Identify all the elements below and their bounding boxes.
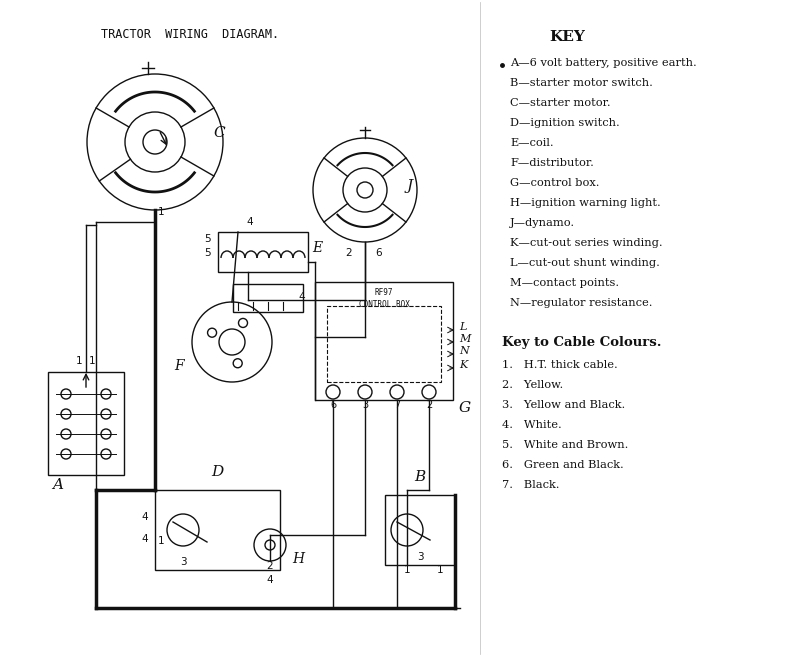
Circle shape bbox=[61, 429, 71, 439]
Text: H: H bbox=[292, 552, 304, 566]
Text: J—dynamo.: J—dynamo. bbox=[510, 218, 575, 228]
Text: M: M bbox=[459, 334, 471, 344]
Text: 4: 4 bbox=[142, 534, 148, 544]
Text: 7.   Black.: 7. Black. bbox=[502, 480, 560, 490]
Text: 2: 2 bbox=[426, 400, 432, 410]
Text: 1: 1 bbox=[436, 565, 444, 575]
Text: 5.   White and Brown.: 5. White and Brown. bbox=[502, 440, 629, 450]
Bar bbox=[385, 495, 455, 565]
Text: 1: 1 bbox=[89, 356, 95, 366]
Text: 4: 4 bbox=[298, 292, 305, 302]
Text: L: L bbox=[459, 322, 467, 332]
Bar bbox=[315, 282, 453, 400]
Text: B: B bbox=[415, 470, 426, 484]
Text: 1: 1 bbox=[76, 356, 83, 366]
Text: 4: 4 bbox=[142, 512, 148, 522]
Circle shape bbox=[101, 389, 111, 399]
Text: G: G bbox=[459, 401, 471, 415]
Text: K—cut-out series winding.: K—cut-out series winding. bbox=[510, 238, 662, 248]
Text: 5: 5 bbox=[204, 248, 211, 258]
Text: 5: 5 bbox=[204, 234, 211, 244]
Text: C—starter motor.: C—starter motor. bbox=[510, 98, 610, 108]
Text: 1: 1 bbox=[158, 536, 164, 546]
Text: L—cut-out shunt winding.: L—cut-out shunt winding. bbox=[510, 258, 660, 268]
Text: A: A bbox=[52, 478, 63, 492]
Text: D—ignition switch.: D—ignition switch. bbox=[510, 118, 620, 128]
Bar bbox=[218, 232, 308, 272]
Text: K: K bbox=[459, 360, 468, 370]
Text: 1.   H.T. thick cable.: 1. H.T. thick cable. bbox=[502, 360, 618, 370]
Text: 3: 3 bbox=[362, 400, 368, 410]
Text: 1: 1 bbox=[158, 207, 164, 217]
Text: 4: 4 bbox=[267, 575, 273, 585]
Circle shape bbox=[61, 409, 71, 419]
Text: H—ignition warning light.: H—ignition warning light. bbox=[510, 198, 661, 208]
Circle shape bbox=[101, 409, 111, 419]
Circle shape bbox=[61, 389, 71, 399]
Text: E: E bbox=[312, 241, 322, 255]
Text: 6: 6 bbox=[375, 248, 383, 258]
Text: 2: 2 bbox=[267, 561, 273, 571]
Text: M—contact points.: M—contact points. bbox=[510, 278, 619, 288]
Text: 4.   White.: 4. White. bbox=[502, 420, 561, 430]
Text: Key to Cable Colours.: Key to Cable Colours. bbox=[502, 336, 662, 349]
Text: E—coil.: E—coil. bbox=[510, 138, 553, 148]
Text: CONTROL BOX: CONTROL BOX bbox=[358, 300, 410, 309]
Bar bbox=[48, 372, 124, 475]
Text: D: D bbox=[211, 465, 223, 479]
Text: F—distributor.: F—distributor. bbox=[510, 158, 593, 168]
Text: 2: 2 bbox=[346, 248, 352, 258]
Text: B—starter motor switch.: B—starter motor switch. bbox=[510, 78, 653, 88]
Text: 1: 1 bbox=[403, 565, 411, 575]
Bar bbox=[327, 306, 441, 382]
Text: 3: 3 bbox=[180, 557, 186, 567]
Bar bbox=[155, 490, 280, 570]
Text: 6: 6 bbox=[330, 400, 336, 410]
Text: KEY: KEY bbox=[549, 30, 585, 44]
Bar bbox=[233, 284, 303, 312]
Text: N: N bbox=[459, 346, 468, 356]
Text: 6.   Green and Black.: 6. Green and Black. bbox=[502, 460, 624, 470]
Text: C: C bbox=[213, 126, 225, 140]
Text: N—regulator resistance.: N—regulator resistance. bbox=[510, 298, 653, 308]
Text: A—6 volt battery, positive earth.: A—6 volt battery, positive earth. bbox=[510, 58, 697, 68]
Text: 7: 7 bbox=[394, 400, 400, 410]
Circle shape bbox=[101, 429, 111, 439]
Text: 2.   Yellow.: 2. Yellow. bbox=[502, 380, 563, 390]
Text: 3.   Yellow and Black.: 3. Yellow and Black. bbox=[502, 400, 626, 410]
Circle shape bbox=[61, 449, 71, 459]
Text: 3: 3 bbox=[417, 552, 423, 562]
Text: RF97: RF97 bbox=[375, 288, 393, 297]
Text: F: F bbox=[174, 359, 184, 373]
Text: TRACTOR  WIRING  DIAGRAM.: TRACTOR WIRING DIAGRAM. bbox=[101, 28, 279, 41]
Text: G—control box.: G—control box. bbox=[510, 178, 600, 188]
Text: J: J bbox=[407, 179, 413, 193]
Text: 4: 4 bbox=[246, 217, 253, 227]
Circle shape bbox=[101, 449, 111, 459]
